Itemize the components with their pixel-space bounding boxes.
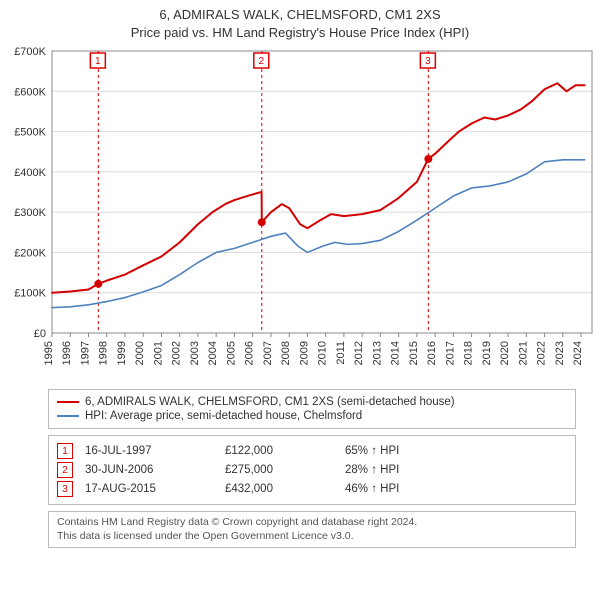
svg-text:£700K: £700K bbox=[14, 46, 46, 58]
sale-date: 30-JUN-2006 bbox=[85, 464, 225, 476]
sales-table: 1 16-JUL-1997£122,00065% ↑ HPI 2 30-JUN-200… bbox=[48, 435, 576, 505]
svg-text:1: 1 bbox=[95, 56, 101, 67]
sale-row: 1 16-JUL-1997£122,00065% ↑ HPI bbox=[57, 443, 567, 459]
svg-text:2007: 2007 bbox=[262, 341, 274, 365]
sale-price: £275,000 bbox=[225, 464, 345, 476]
svg-text:2005: 2005 bbox=[225, 341, 237, 365]
svg-text:£500K: £500K bbox=[14, 127, 46, 139]
sale-price: £122,000 bbox=[225, 445, 345, 457]
svg-text:1996: 1996 bbox=[61, 341, 73, 365]
svg-text:2009: 2009 bbox=[298, 341, 310, 365]
svg-text:3: 3 bbox=[425, 56, 431, 67]
sale-index-box: 2 bbox=[57, 462, 73, 478]
svg-text:1999: 1999 bbox=[116, 341, 128, 365]
svg-text:2011: 2011 bbox=[335, 341, 347, 365]
license-footer: Contains HM Land Registry data © Crown c… bbox=[48, 511, 576, 548]
svg-text:2006: 2006 bbox=[244, 341, 256, 365]
svg-text:2000: 2000 bbox=[134, 341, 146, 365]
svg-text:2022: 2022 bbox=[536, 341, 548, 365]
svg-text:1998: 1998 bbox=[98, 341, 110, 365]
sale-index-box: 3 bbox=[57, 481, 73, 497]
sale-price: £432,000 bbox=[225, 483, 345, 495]
legend-label: HPI: Average price, semi-detached house,… bbox=[85, 410, 362, 422]
license-line-1: Contains HM Land Registry data © Crown c… bbox=[57, 516, 567, 530]
sale-row: 3 17-AUG-2015£432,00046% ↑ HPI bbox=[57, 481, 567, 497]
sale-date: 17-AUG-2015 bbox=[85, 483, 225, 495]
sale-index-box: 1 bbox=[57, 443, 73, 459]
svg-text:2001: 2001 bbox=[152, 341, 164, 365]
svg-text:2016: 2016 bbox=[426, 341, 438, 365]
svg-text:2013: 2013 bbox=[371, 341, 383, 365]
svg-text:2008: 2008 bbox=[280, 341, 292, 365]
chart-title-block: 6, ADMIRALS WALK, CHELMSFORD, CM1 2XS Pr… bbox=[0, 0, 600, 43]
svg-text:2017: 2017 bbox=[444, 341, 456, 365]
svg-text:2014: 2014 bbox=[390, 341, 402, 365]
svg-text:1995: 1995 bbox=[43, 341, 55, 365]
title-line-2: Price paid vs. HM Land Registry's House … bbox=[4, 24, 596, 42]
svg-text:2003: 2003 bbox=[189, 341, 201, 365]
svg-text:2018: 2018 bbox=[463, 341, 475, 365]
sale-delta: 65% ↑ HPI bbox=[345, 445, 465, 457]
chart-area: £0 £100K £200K £300K £400K £500K £600K £700K 199… bbox=[0, 43, 600, 383]
svg-text:2: 2 bbox=[259, 56, 265, 67]
legend-item: HPI: Average price, semi-detached house,… bbox=[57, 410, 567, 422]
license-line-2: This data is licensed under the Open Gov… bbox=[57, 530, 567, 544]
svg-text:2012: 2012 bbox=[353, 341, 365, 365]
sale-delta: 28% ↑ HPI bbox=[345, 464, 465, 476]
sale-row: 2 30-JUN-2006£275,00028% ↑ HPI bbox=[57, 462, 567, 478]
sale-delta: 46% ↑ HPI bbox=[345, 483, 465, 495]
sale-date: 16-JUL-1997 bbox=[85, 445, 225, 457]
svg-text:£200K: £200K bbox=[14, 248, 46, 260]
svg-text:2019: 2019 bbox=[481, 341, 493, 365]
svg-text:2004: 2004 bbox=[207, 341, 219, 365]
svg-text:£600K: £600K bbox=[14, 86, 46, 98]
svg-text:£400K: £400K bbox=[14, 167, 46, 179]
svg-text:2024: 2024 bbox=[572, 341, 584, 365]
svg-text:2015: 2015 bbox=[408, 341, 420, 365]
svg-text:2020: 2020 bbox=[499, 341, 511, 365]
svg-text:2010: 2010 bbox=[317, 341, 329, 365]
price-chart-svg: £0 £100K £200K £300K £400K £500K £600K £700K 199… bbox=[0, 43, 600, 383]
legend-item: 6, ADMIRALS WALK, CHELMSFORD, CM1 2XS (s… bbox=[57, 396, 567, 408]
title-line-1: 6, ADMIRALS WALK, CHELMSFORD, CM1 2XS bbox=[4, 6, 596, 24]
legend-label: 6, ADMIRALS WALK, CHELMSFORD, CM1 2XS (s… bbox=[85, 396, 455, 408]
svg-text:2023: 2023 bbox=[554, 341, 566, 365]
svg-text:£300K: £300K bbox=[14, 207, 46, 219]
legend-swatch bbox=[57, 415, 79, 417]
svg-text:1997: 1997 bbox=[79, 341, 91, 365]
svg-text:£100K: £100K bbox=[14, 288, 46, 300]
svg-text:£0: £0 bbox=[34, 328, 46, 340]
chart-legend: 6, ADMIRALS WALK, CHELMSFORD, CM1 2XS (s… bbox=[48, 389, 576, 429]
legend-swatch bbox=[57, 401, 79, 403]
svg-text:2021: 2021 bbox=[517, 341, 529, 365]
svg-text:2002: 2002 bbox=[171, 341, 183, 365]
